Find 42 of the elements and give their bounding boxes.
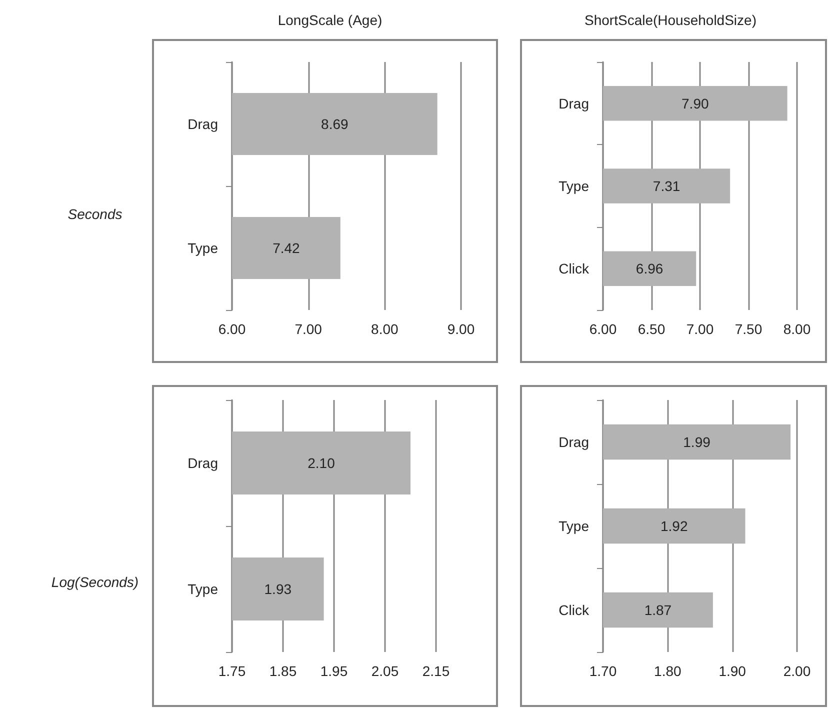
data-label: 6.96 <box>636 260 664 277</box>
data-label: 8.69 <box>321 116 349 132</box>
x-tick-label: 7.00 <box>294 321 322 337</box>
chart-title: ShortScale(HouseholdSize) <box>584 12 756 28</box>
y-tick-label: Click <box>558 602 590 618</box>
x-tick-label: 8.00 <box>783 321 811 337</box>
data-label: 7.90 <box>682 95 709 112</box>
data-label: 1.92 <box>660 518 688 534</box>
x-tick-label: 1.95 <box>320 663 348 679</box>
x-tick-label: 9.00 <box>447 321 475 337</box>
y-tick-label: Drag <box>188 455 218 471</box>
x-tick-label: 1.90 <box>718 663 746 679</box>
y-tick-label: Type <box>558 518 590 534</box>
x-tick-label: 2.00 <box>783 663 811 679</box>
x-tick-label: 2.15 <box>422 663 450 679</box>
y-axis-title: Seconds <box>68 206 122 222</box>
data-label: 2.10 <box>308 455 336 471</box>
y-tick-label: Drag <box>188 116 218 132</box>
x-tick-label: 6.00 <box>589 321 617 337</box>
x-tick-label: 1.85 <box>269 663 297 679</box>
y-tick-label: Type <box>558 178 590 194</box>
x-tick-label: 6.00 <box>218 321 246 337</box>
x-tick-label: 6.50 <box>638 321 666 337</box>
y-tick-label: Type <box>188 581 218 597</box>
y-tick-label: Drag <box>558 95 589 112</box>
x-tick-label: 2.05 <box>371 663 399 679</box>
data-label: 1.87 <box>644 602 672 618</box>
y-tick-label: Drag <box>558 434 589 450</box>
x-tick-label: 7.00 <box>686 321 714 337</box>
x-tick-label: 1.70 <box>589 663 617 679</box>
x-tick-label: 1.75 <box>218 663 246 679</box>
data-label: 7.42 <box>272 240 300 256</box>
data-label: 1.99 <box>683 434 711 450</box>
data-label: 7.31 <box>652 178 680 194</box>
y-tick-label: Click <box>558 260 590 277</box>
y-tick-label: Type <box>188 240 218 256</box>
x-tick-label: 8.00 <box>371 321 399 337</box>
x-tick-label: 7.50 <box>734 321 762 337</box>
data-label: 1.93 <box>264 581 292 597</box>
chart-title: LongScale (Age) <box>278 12 382 28</box>
x-tick-label: 1.80 <box>654 663 682 679</box>
y-axis-title: Log(Seconds) <box>51 574 139 590</box>
